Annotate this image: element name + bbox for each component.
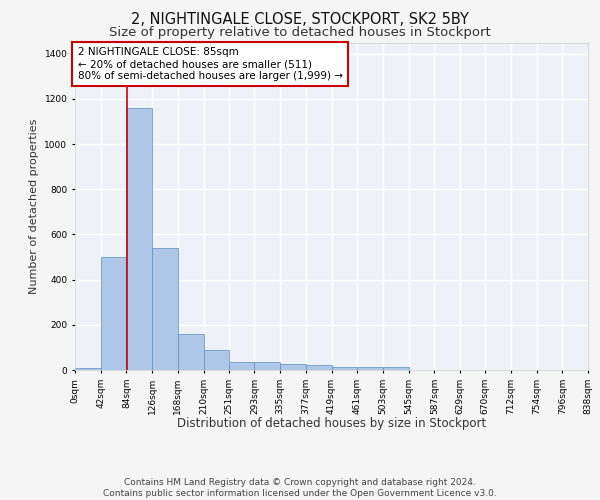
- X-axis label: Distribution of detached houses by size in Stockport: Distribution of detached houses by size …: [177, 417, 486, 430]
- Bar: [357, 366, 383, 370]
- Text: 2 NIGHTINGALE CLOSE: 85sqm
← 20% of detached houses are smaller (511)
80% of sem: 2 NIGHTINGALE CLOSE: 85sqm ← 20% of deta…: [77, 48, 343, 80]
- Bar: [254, 362, 280, 370]
- Bar: [178, 334, 203, 370]
- Bar: [101, 257, 127, 370]
- Text: Contains HM Land Registry data © Crown copyright and database right 2024.
Contai: Contains HM Land Registry data © Crown c…: [103, 478, 497, 498]
- Text: Size of property relative to detached houses in Stockport: Size of property relative to detached ho…: [109, 26, 491, 39]
- Bar: [280, 364, 306, 370]
- Bar: [331, 366, 357, 370]
- Bar: [203, 350, 229, 370]
- Bar: [383, 368, 409, 370]
- Y-axis label: Number of detached properties: Number of detached properties: [29, 118, 39, 294]
- Text: 2, NIGHTINGALE CLOSE, STOCKPORT, SK2 5BY: 2, NIGHTINGALE CLOSE, STOCKPORT, SK2 5BY: [131, 12, 469, 28]
- Bar: [75, 368, 101, 370]
- Bar: [127, 108, 152, 370]
- Bar: [229, 362, 254, 370]
- Bar: [152, 248, 178, 370]
- Bar: [306, 366, 331, 370]
